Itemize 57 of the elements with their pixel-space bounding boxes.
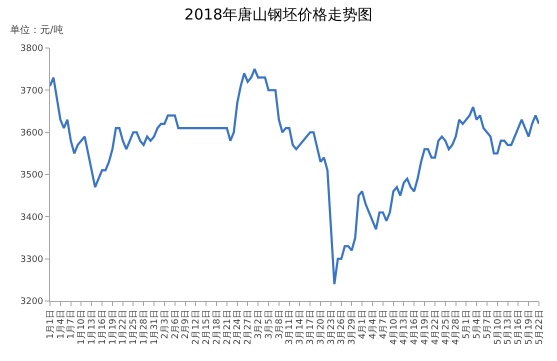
x-tick-label: 3月23日	[326, 310, 337, 345]
x-tick-label: 1月10日	[77, 310, 88, 345]
x-tick-label: 2月9日	[181, 310, 192, 340]
x-tick-label: 1月22日	[118, 310, 129, 345]
y-tick-label: 3300	[20, 254, 44, 265]
y-tick-label: 3600	[20, 128, 44, 138]
x-tick-label: 3月11日	[285, 310, 296, 345]
x-tick-label: 2月24日	[233, 310, 244, 345]
x-tick-label: 2月15日	[202, 310, 212, 345]
x-tick-label: 5月16日	[514, 310, 524, 345]
y-axis-title: 单位：元/吨	[10, 24, 64, 36]
x-tick-label: 1月13日	[88, 310, 98, 345]
x-tick-label: 5月13日	[504, 310, 514, 345]
x-tick-label: 1月4日	[56, 310, 66, 340]
y-tick-label: 3200	[20, 297, 44, 308]
x-tick-label: 5月19日	[524, 310, 535, 345]
x-tick-label: 4月28日	[452, 310, 462, 345]
x-tick-label: 1月25日	[129, 310, 140, 345]
x-tick-label: 4月1日	[358, 310, 368, 340]
x-tick-label: 3月14日	[296, 310, 306, 345]
x-tick-label: 1月16日	[98, 310, 108, 345]
x-tick-label: 3月26日	[337, 310, 348, 345]
x-tick-label: 3月17日	[306, 310, 316, 345]
x-tick-label: 1月28日	[140, 310, 150, 345]
x-tick-label: 3月20日	[316, 310, 326, 345]
chart-title: 2018年唐山钢坯价格走势图	[184, 6, 373, 24]
x-tick-label: 5月1日	[462, 310, 472, 340]
x-tick-label: 2月18日	[212, 310, 222, 345]
x-tick-label: 4月25日	[441, 310, 452, 345]
x-tick-label: 5月10日	[493, 310, 504, 345]
x-tick-label: 2月27日	[244, 310, 254, 345]
x-tick-label: 1月31日	[150, 310, 160, 345]
x-tick-label: 1月1日	[46, 310, 56, 340]
x-tick-label: 2月6日	[170, 310, 181, 340]
x-tick-label: 5月22日	[534, 310, 545, 345]
x-tick-label: 4月10日	[389, 310, 400, 345]
x-tick-label: 3月5日	[264, 310, 274, 340]
y-tick-label: 3400	[20, 212, 44, 223]
x-tick-label: 4月7日	[378, 310, 389, 340]
x-tick-label: 5月7日	[482, 310, 493, 340]
x-tick-label: 3月29日	[348, 310, 358, 345]
x-tick-label: 4月19日	[420, 310, 430, 345]
x-tick-label: 2月3日	[160, 310, 170, 340]
x-tick-label: 3月2日	[254, 310, 264, 340]
x-tick-label: 3月8日	[274, 310, 285, 340]
x-tick-label: 1月7日	[66, 310, 77, 340]
x-tick-label: 4月16日	[410, 310, 420, 345]
x-tick-label: 4月4日	[368, 310, 378, 340]
y-tick-label: 3700	[20, 86, 44, 96]
y-tick-label: 3800	[20, 44, 44, 54]
x-tick-label: 5月4日	[472, 310, 482, 340]
x-tick-label: 1月19日	[108, 310, 118, 345]
x-tick-label: 4月22日	[430, 310, 441, 345]
x-tick-label: 2月21日	[222, 310, 233, 345]
x-tick-label: 2月12日	[192, 310, 202, 345]
x-tick-label: 4月13日	[400, 310, 410, 345]
y-tick-label: 3500	[20, 170, 44, 181]
